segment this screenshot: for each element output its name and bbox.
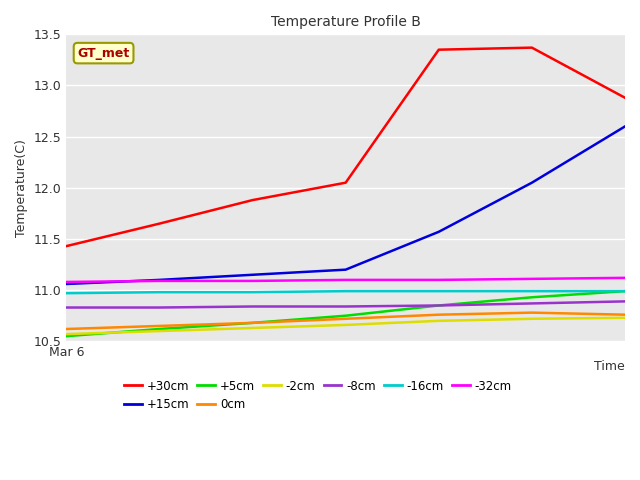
Legend: +30cm, +15cm, +5cm, 0cm, -2cm, -8cm, -16cm, -32cm: +30cm, +15cm, +5cm, 0cm, -2cm, -8cm, -16…: [119, 375, 516, 416]
Text: GT_met: GT_met: [77, 47, 130, 60]
Y-axis label: Temperature(C): Temperature(C): [15, 139, 28, 237]
Text: Time: Time: [595, 360, 625, 372]
Title: Temperature Profile B: Temperature Profile B: [271, 15, 420, 29]
